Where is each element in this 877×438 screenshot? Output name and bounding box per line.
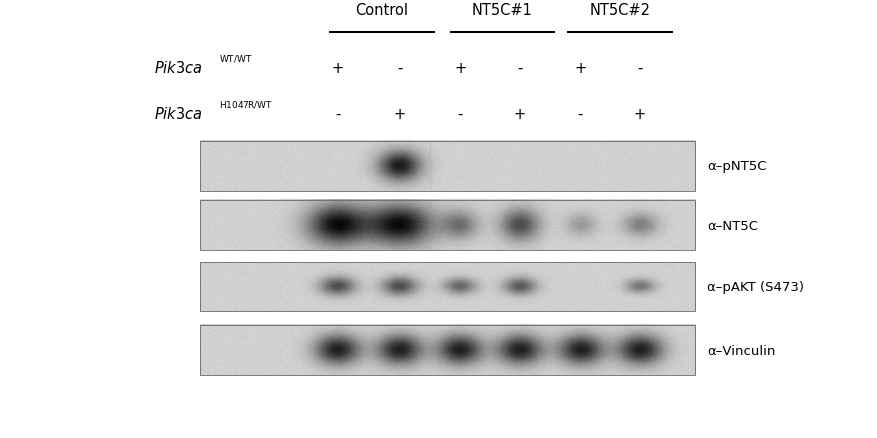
Text: $\mathit{Pik3ca}$: $\mathit{Pik3ca}$ [153,60,202,76]
Text: -: - [637,60,642,75]
Text: Control: Control [355,4,408,18]
Text: -: - [396,60,402,75]
Text: +: + [633,106,645,121]
Bar [200,201,695,251]
Text: -: - [517,60,522,75]
Text: +: + [453,60,466,75]
Text: +: + [393,106,405,121]
Bar [200,263,695,311]
Text: $\mathit{Pik3ca}$: $\mathit{Pik3ca}$ [153,106,202,122]
Bar [200,325,695,375]
Text: $\mathregular{H1047R/WT}$: $\mathregular{H1047R/WT}$ [219,99,273,110]
Text: +: + [332,60,344,75]
Text: +: + [513,106,525,121]
Text: α–Vinculin: α–Vinculin [706,344,774,357]
Text: -: - [577,106,582,121]
Text: α–NT5C: α–NT5C [706,219,757,232]
Text: α–pAKT (S473): α–pAKT (S473) [706,280,802,293]
Text: $\mathregular{WT/WT}$: $\mathregular{WT/WT}$ [219,53,253,64]
Text: NT5C#2: NT5C#2 [588,4,650,18]
Bar [200,141,695,192]
Text: -: - [335,106,340,121]
Text: +: + [574,60,586,75]
Text: α–pNT5C: α–pNT5C [706,160,766,173]
Text: NT5C#1: NT5C#1 [471,4,532,18]
Text: -: - [457,106,462,121]
